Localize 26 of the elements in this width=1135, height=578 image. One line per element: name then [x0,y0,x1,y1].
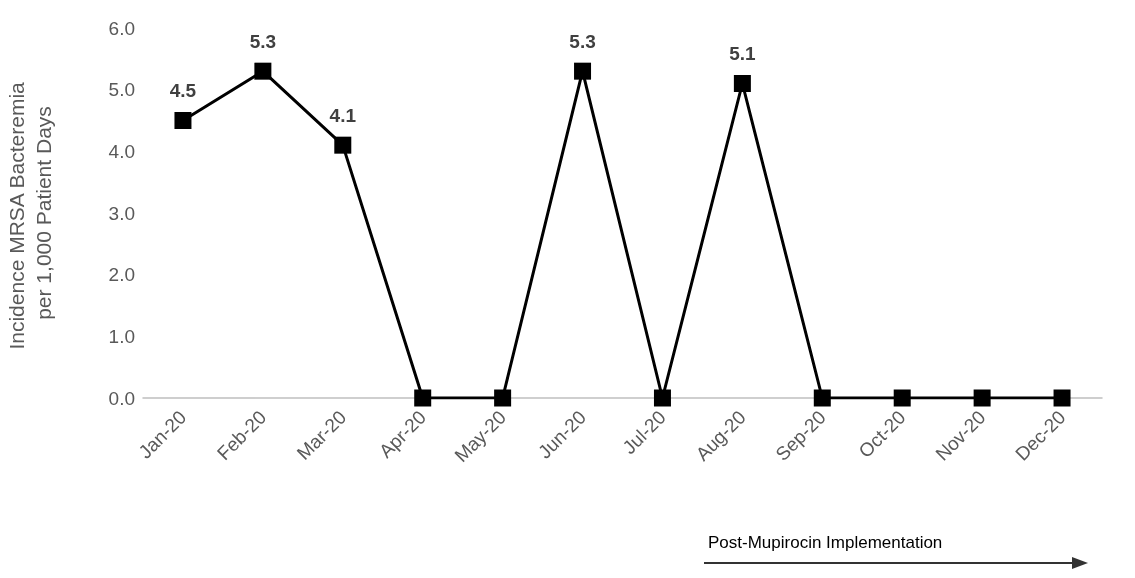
data-label: 5.3 [569,30,596,52]
point [733,75,751,92]
point [813,389,831,407]
point [653,389,671,407]
y-axis-title: Incidence MRSA Bacteremia per 1,000 Patient Days [5,76,55,350]
point [1053,389,1071,407]
text: Post-Mupirocin Implementation [708,533,943,552]
y-tick-label: 4.0 [108,140,135,162]
point [574,62,592,80]
y-tick-label: 1.0 [108,325,135,347]
y-tick-label: 5.0 [108,79,135,101]
y-tick-label: 3.0 [108,202,135,224]
point [973,389,991,407]
y-tick-label: 2.0 [108,264,135,286]
point [174,112,192,129]
data-label: 5.1 [729,43,757,64]
data-label: 4.5 [169,80,197,101]
data-label: 5.3 [249,30,277,52]
point [254,62,272,80]
point [893,389,911,407]
y-tick-label: 0.0 [108,387,135,409]
point [334,136,352,154]
data-label: 4.1 [329,104,357,126]
point [494,389,512,407]
y-tick-label: 6.0 [108,17,135,39]
point [414,389,432,407]
